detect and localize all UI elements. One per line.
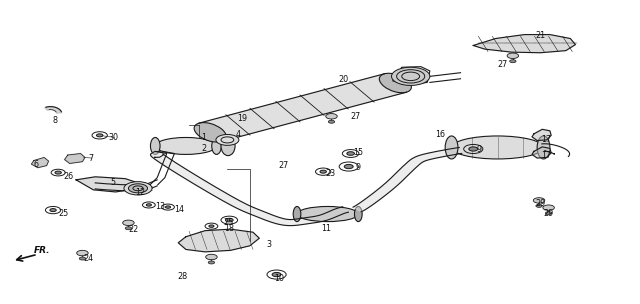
- Circle shape: [320, 170, 326, 173]
- Circle shape: [216, 134, 239, 145]
- Text: 14: 14: [175, 205, 184, 214]
- Text: 1: 1: [201, 133, 206, 142]
- Ellipse shape: [293, 206, 301, 222]
- Polygon shape: [353, 147, 461, 212]
- Circle shape: [208, 261, 214, 264]
- Text: 20: 20: [338, 75, 348, 85]
- Ellipse shape: [380, 73, 412, 93]
- Text: 4: 4: [236, 130, 241, 139]
- Text: 29: 29: [535, 199, 545, 208]
- Text: 24: 24: [84, 254, 94, 263]
- Circle shape: [209, 225, 214, 227]
- Circle shape: [468, 147, 477, 151]
- Text: 25: 25: [58, 209, 68, 218]
- Circle shape: [147, 204, 152, 206]
- Text: 26: 26: [63, 172, 74, 181]
- Polygon shape: [150, 151, 348, 226]
- Polygon shape: [76, 177, 138, 192]
- Text: 18: 18: [224, 224, 234, 233]
- Text: 16: 16: [435, 130, 445, 139]
- Circle shape: [392, 67, 430, 85]
- Ellipse shape: [452, 136, 543, 159]
- Polygon shape: [45, 107, 62, 113]
- Polygon shape: [532, 129, 551, 140]
- Ellipse shape: [445, 136, 458, 159]
- Text: 28: 28: [178, 272, 188, 281]
- Text: 9: 9: [356, 163, 361, 172]
- Text: 12: 12: [135, 188, 145, 197]
- Polygon shape: [178, 229, 259, 252]
- Ellipse shape: [537, 136, 550, 159]
- Ellipse shape: [156, 137, 216, 154]
- Circle shape: [326, 114, 337, 119]
- Polygon shape: [199, 74, 406, 142]
- Circle shape: [507, 53, 518, 58]
- Text: 7: 7: [89, 154, 94, 163]
- Circle shape: [205, 254, 217, 260]
- Circle shape: [123, 220, 134, 226]
- Ellipse shape: [355, 206, 362, 222]
- Circle shape: [543, 205, 554, 210]
- Text: 25: 25: [223, 218, 233, 227]
- Text: 17: 17: [541, 150, 552, 160]
- Ellipse shape: [221, 136, 235, 156]
- Circle shape: [344, 164, 353, 169]
- Circle shape: [97, 134, 103, 137]
- Polygon shape: [65, 154, 85, 164]
- Text: 23: 23: [325, 169, 335, 178]
- Text: 11: 11: [321, 224, 332, 233]
- Text: 15: 15: [353, 148, 364, 157]
- Circle shape: [533, 198, 545, 203]
- Ellipse shape: [150, 137, 160, 154]
- Text: 8: 8: [52, 116, 58, 125]
- Circle shape: [509, 60, 516, 63]
- Polygon shape: [532, 147, 551, 158]
- Circle shape: [50, 209, 56, 212]
- Ellipse shape: [194, 123, 226, 142]
- Text: 27: 27: [278, 161, 289, 170]
- Polygon shape: [31, 157, 49, 168]
- Circle shape: [347, 152, 355, 155]
- Ellipse shape: [212, 137, 221, 154]
- Text: 30: 30: [108, 133, 118, 142]
- Circle shape: [545, 212, 552, 215]
- Text: 29: 29: [543, 209, 554, 218]
- Circle shape: [129, 184, 148, 193]
- Text: 2: 2: [201, 144, 206, 154]
- Text: 22: 22: [129, 225, 139, 234]
- Circle shape: [124, 182, 152, 195]
- Circle shape: [79, 257, 86, 260]
- Text: 5: 5: [110, 178, 115, 187]
- Ellipse shape: [297, 206, 358, 222]
- Circle shape: [272, 272, 281, 277]
- Text: 17: 17: [541, 135, 552, 144]
- Polygon shape: [473, 35, 575, 53]
- Circle shape: [77, 250, 88, 256]
- Text: 27: 27: [497, 60, 508, 69]
- Text: 19: 19: [237, 114, 247, 123]
- Text: 10: 10: [274, 274, 284, 283]
- Text: 21: 21: [536, 31, 546, 40]
- Text: FR.: FR.: [34, 247, 51, 255]
- Circle shape: [328, 120, 335, 123]
- Circle shape: [225, 218, 233, 222]
- Circle shape: [166, 206, 171, 208]
- Circle shape: [536, 204, 542, 207]
- Text: 6: 6: [33, 160, 38, 169]
- Text: 9: 9: [476, 145, 481, 154]
- Text: 3: 3: [266, 240, 271, 249]
- Circle shape: [55, 171, 61, 174]
- Circle shape: [125, 227, 132, 230]
- Text: 13: 13: [156, 202, 165, 211]
- Text: 27: 27: [351, 112, 361, 121]
